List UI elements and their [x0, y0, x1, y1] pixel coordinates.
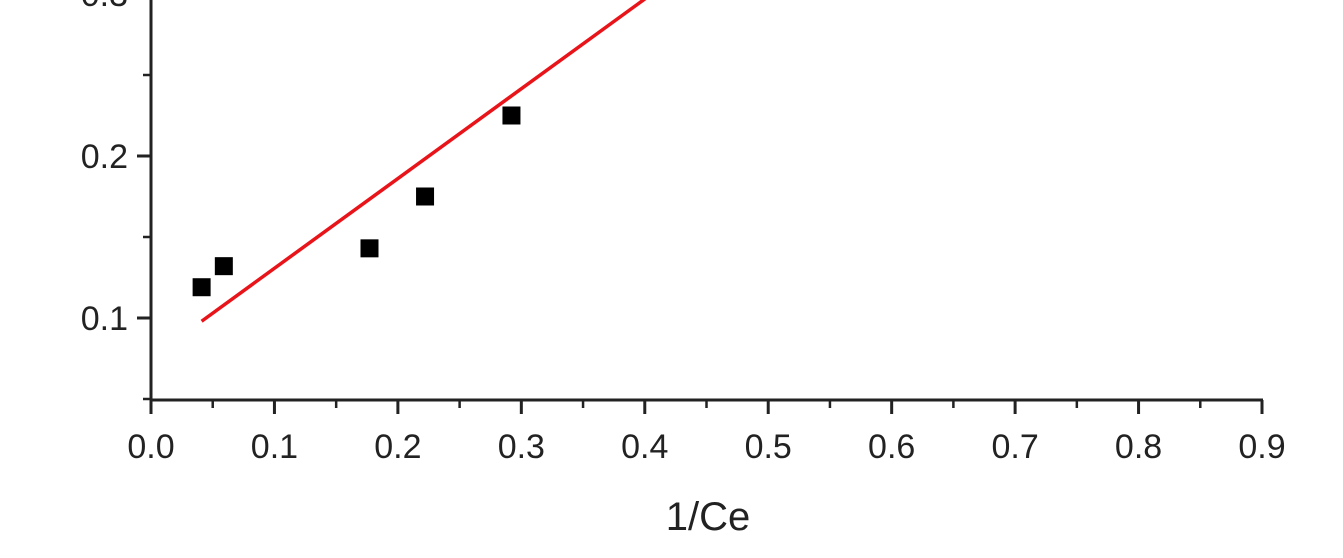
- points-layer: [192, 106, 521, 297]
- fit-line-layer: [200, 0, 647, 323]
- x-tick-label: 0.8: [1115, 428, 1162, 466]
- x-tick-label: 0.2: [374, 428, 421, 466]
- x-tick-label: 0.9: [1238, 428, 1285, 466]
- plot-area: [192, 0, 647, 323]
- data-point: [502, 106, 521, 125]
- x-tick-label: 0.4: [621, 428, 668, 466]
- y-axis-ticks: 0.1 0.2 0.3: [81, 0, 151, 401]
- x-tick-label: 0.6: [868, 428, 915, 466]
- data-point: [416, 187, 435, 206]
- axes: 0.0 0.1 0.2 0.3 0.4 0.5 0.6 0.7 0.8 0.9 0.1 0.2 0.3: [81, 0, 1286, 466]
- x-tick-label: 0.0: [127, 428, 174, 466]
- x-tick-label: 0.3: [498, 428, 545, 466]
- fit-line: [200, 0, 647, 323]
- data-point: [192, 278, 211, 297]
- x-axis-ticks: 0.0 0.1 0.2 0.3 0.4 0.5 0.6 0.7 0.8 0.9: [127, 400, 1286, 466]
- x-tick-label: 0.5: [745, 428, 792, 466]
- data-point: [214, 257, 233, 276]
- y-tick-label: 0.3: [81, 0, 128, 14]
- y-tick-label: 0.2: [81, 138, 128, 176]
- x-tick-label: 0.7: [991, 428, 1038, 466]
- x-axis-title: 1/Ce: [666, 495, 751, 539]
- x-tick-label: 0.1: [251, 428, 298, 466]
- data-point: [360, 239, 379, 258]
- y-tick-label: 0.1: [81, 300, 128, 338]
